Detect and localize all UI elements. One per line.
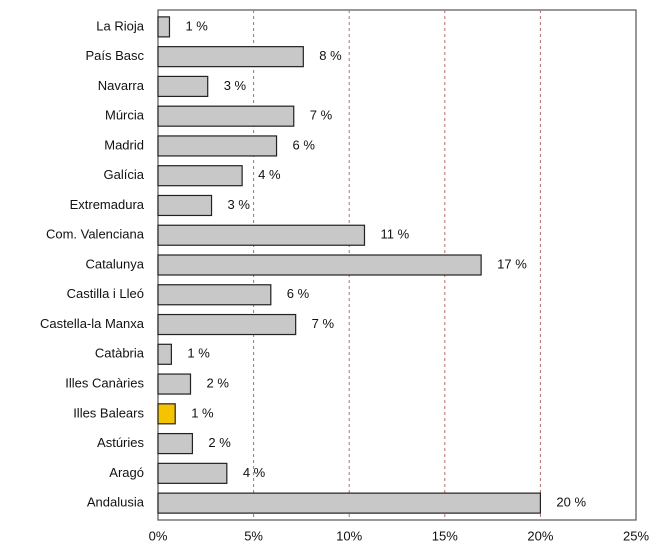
y-tick-label: País Basc <box>85 48 144 63</box>
y-tick-label: Aragó <box>109 465 144 480</box>
value-label: 4 % <box>258 167 281 182</box>
value-label: 1 % <box>191 405 214 420</box>
value-label: 4 % <box>243 465 266 480</box>
value-label: 2 % <box>207 375 230 390</box>
bar <box>157 254 482 276</box>
x-tick-label: 0% <box>149 528 168 543</box>
y-tick-label: Illes Canàries <box>65 375 144 390</box>
bar <box>157 194 213 217</box>
bar <box>157 343 172 365</box>
x-tick-label: 20% <box>527 528 553 543</box>
y-tick-label: Com. Valenciana <box>46 227 145 242</box>
value-label: 20 % <box>556 495 586 510</box>
value-label: 7 % <box>312 316 335 331</box>
bar <box>157 403 176 425</box>
bar <box>157 46 304 68</box>
y-tick-label: Andalusia <box>87 495 145 510</box>
y-tick-label: Galícia <box>104 167 145 182</box>
value-label: 3 % <box>228 197 251 212</box>
bar <box>157 462 228 484</box>
value-label: 1 % <box>185 18 208 33</box>
y-tick-label: Astúries <box>97 435 144 450</box>
y-tick-label: Navarra <box>98 78 145 93</box>
y-tick-label: Catàbria <box>95 346 145 361</box>
y-tick-label: La Rioja <box>96 18 144 33</box>
bar <box>157 135 278 157</box>
bar <box>157 313 297 336</box>
value-label: 11 % <box>380 227 409 242</box>
x-tick-label: 5% <box>244 528 263 543</box>
bar <box>157 492 541 514</box>
y-tick-label: Extremadura <box>70 197 145 212</box>
x-tick-label: 10% <box>336 528 362 543</box>
y-tick-label: Múrcia <box>105 108 145 123</box>
bar <box>157 16 171 38</box>
y-tick-label: Madrid <box>104 137 144 152</box>
value-label: 2 % <box>208 435 231 450</box>
value-label: 8 % <box>319 48 342 63</box>
bar <box>157 432 194 455</box>
x-tick-label: 25% <box>623 528 649 543</box>
value-label: 3 % <box>224 78 247 93</box>
bar <box>157 75 209 98</box>
y-tick-label: Illes Balears <box>73 405 144 420</box>
bar <box>157 224 366 246</box>
y-tick-label: Catalunya <box>85 256 144 271</box>
value-label: 17 % <box>497 256 527 271</box>
value-label: 7 % <box>310 108 333 123</box>
value-label: 6 % <box>293 137 316 152</box>
value-label: 6 % <box>287 286 310 301</box>
bar <box>157 105 295 127</box>
bar <box>157 373 192 395</box>
bar <box>157 165 243 187</box>
bar <box>157 284 272 306</box>
y-tick-label: Castella-la Manxa <box>40 316 145 331</box>
value-label: 1 % <box>187 346 210 361</box>
x-tick-label: 15% <box>432 528 458 543</box>
y-tick-label: Castilla i Lleó <box>67 286 144 301</box>
